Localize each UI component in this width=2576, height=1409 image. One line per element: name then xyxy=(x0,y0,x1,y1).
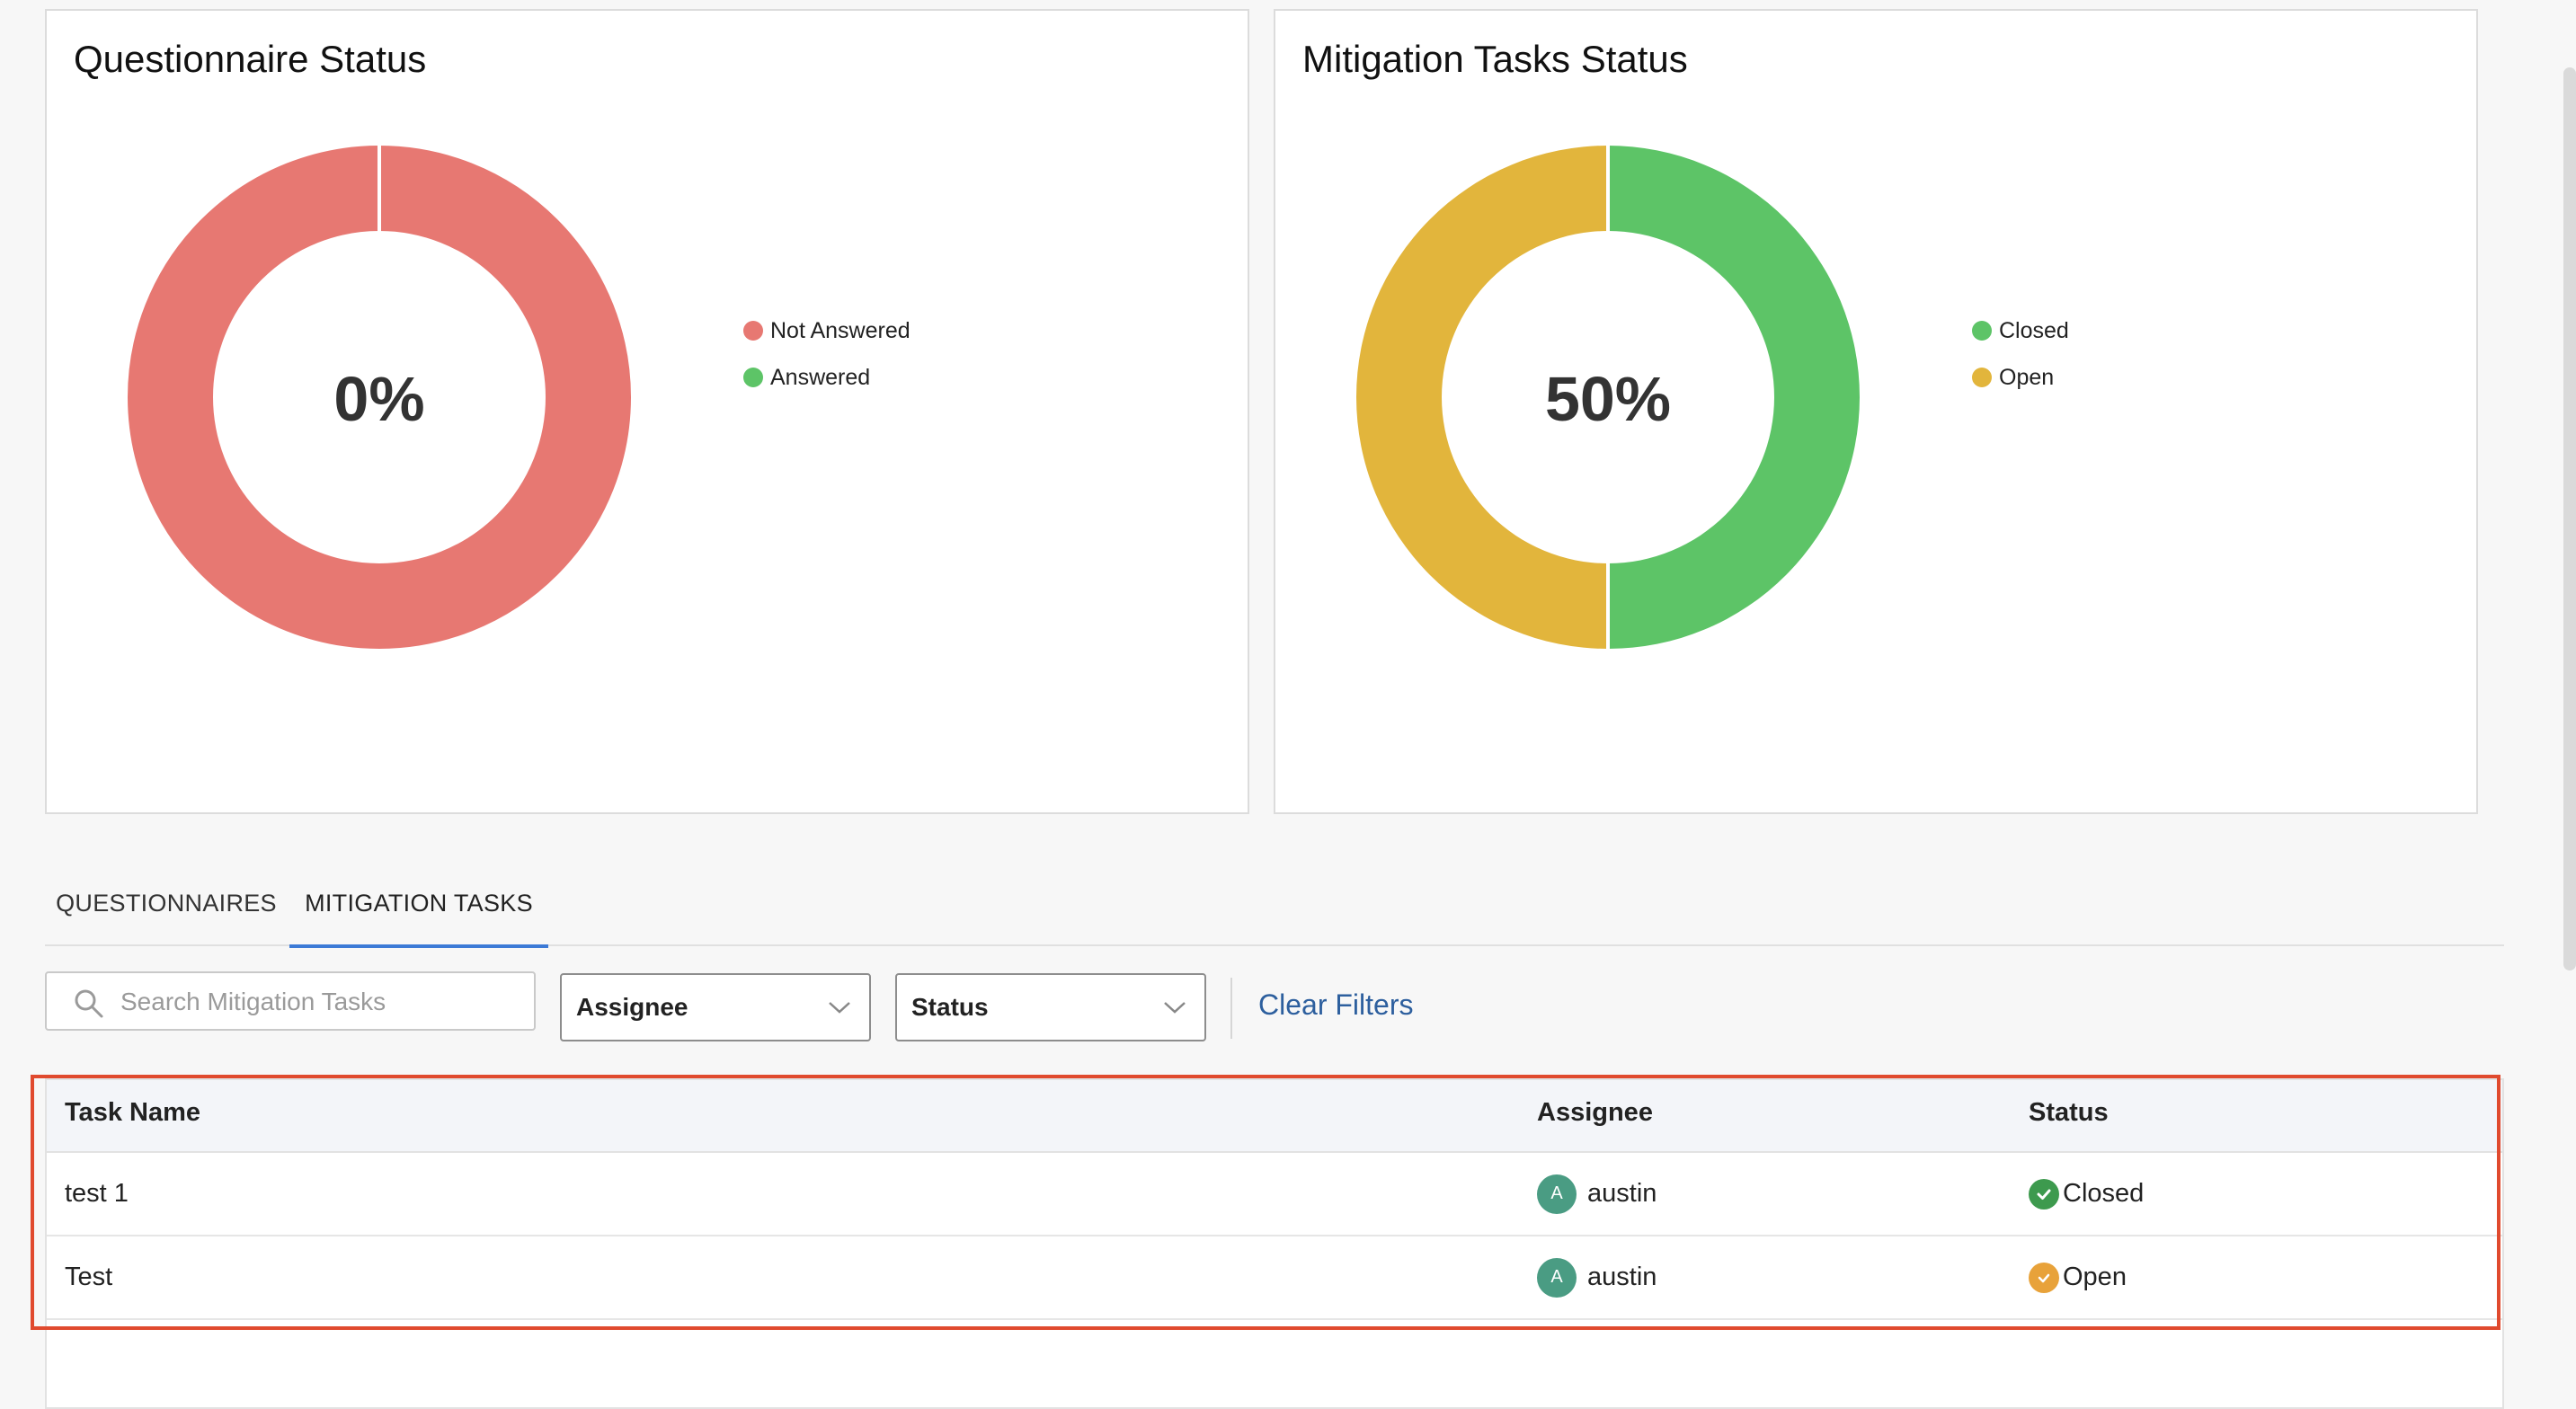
legend-dot xyxy=(743,321,763,341)
donut-center-label: 50% xyxy=(1545,364,1671,434)
search-icon xyxy=(74,988,104,1024)
tab-label: MITIGATION TASKS xyxy=(305,890,533,917)
tab-bar: QUESTIONNAIRES MITIGATION TASKS xyxy=(45,863,2504,948)
table-row[interactable]: Test A austin Open xyxy=(47,1236,2502,1320)
chevron-down-icon xyxy=(1163,998,1186,1021)
chevron-down-icon xyxy=(828,998,851,1021)
questionnaire-donut-chart: 0% xyxy=(128,144,631,649)
status-dropdown-label: Status xyxy=(911,993,989,1021)
legend-label: Answered xyxy=(770,364,871,390)
column-header-task-name[interactable]: Task Name xyxy=(65,1098,200,1127)
legend-dot xyxy=(743,368,763,387)
legend-item-closed[interactable]: Closed xyxy=(1972,307,2069,354)
donut-slice-closed[interactable] xyxy=(1608,146,1860,649)
table-row[interactable]: test 1 A austin Closed xyxy=(47,1153,2502,1236)
status-text: Closed xyxy=(2063,1179,2145,1208)
filter-divider xyxy=(1230,978,1232,1039)
legend-item-open[interactable]: Open xyxy=(1972,354,2069,401)
legend-dot xyxy=(1972,321,1992,341)
chart-legend: Closed Open xyxy=(1972,307,2069,401)
page-scrollbar[interactable] xyxy=(2563,67,2576,970)
legend-item-not-answered[interactable]: Not Answered xyxy=(743,307,910,354)
assignee-name: austin xyxy=(1587,1263,1657,1291)
legend-label: Not Answered xyxy=(770,317,910,343)
assignee-cell: A austin xyxy=(1537,1153,1657,1235)
avatar: A xyxy=(1537,1257,1577,1298)
mitigation-tasks-status-card: Mitigation Tasks Status 50% Closed Open xyxy=(1274,9,2478,814)
legend-item-answered[interactable]: Answered xyxy=(743,354,910,401)
check-circle-icon xyxy=(2029,1262,2059,1293)
chart-legend: Not Answered Answered xyxy=(743,307,910,401)
legend-label: Open xyxy=(1999,364,2055,390)
tab-questionnaires[interactable]: QUESTIONNAIRES xyxy=(45,863,288,944)
mitigation-tasks-table: Task Name Assignee Status test 1 A austi… xyxy=(45,1078,2504,1409)
legend-label: Closed xyxy=(1999,317,2069,343)
check-circle-icon xyxy=(2029,1178,2059,1210)
mitigation-donut-chart: 50% xyxy=(1356,144,1860,651)
donut-center-label: 0% xyxy=(333,364,424,434)
assignee-name: austin xyxy=(1587,1179,1657,1208)
clear-filters-link[interactable]: Clear Filters xyxy=(1258,988,1414,1021)
task-name-cell[interactable]: test 1 xyxy=(65,1179,129,1208)
status-text: Open xyxy=(2063,1263,2127,1291)
search-box xyxy=(45,971,536,1031)
tab-mitigation-tasks[interactable]: MITIGATION TASKS xyxy=(289,863,548,948)
assignee-dropdown-label: Assignee xyxy=(576,993,688,1021)
donut-slice-open[interactable] xyxy=(1356,146,1608,649)
avatar: A xyxy=(1537,1174,1577,1214)
status-dropdown[interactable]: Status xyxy=(895,973,1206,1041)
column-header-assignee[interactable]: Assignee xyxy=(1537,1098,1653,1127)
table-header: Task Name Assignee Status xyxy=(47,1080,2502,1153)
questionnaire-status-card: Questionnaire Status 0% Not Answered Ans… xyxy=(45,9,1249,814)
assignee-dropdown[interactable]: Assignee xyxy=(560,973,871,1041)
status-cell: Open xyxy=(2029,1236,2127,1318)
legend-dot xyxy=(1972,368,1992,387)
assignee-cell: A austin xyxy=(1537,1236,1657,1318)
task-name-cell[interactable]: Test xyxy=(65,1263,113,1291)
search-input[interactable] xyxy=(119,980,518,1024)
card-title: Questionnaire Status xyxy=(74,38,427,80)
status-cell: Closed xyxy=(2029,1153,2144,1235)
tab-label: QUESTIONNAIRES xyxy=(56,890,277,917)
column-header-status[interactable]: Status xyxy=(2029,1098,2109,1127)
card-title: Mitigation Tasks Status xyxy=(1302,38,1688,80)
